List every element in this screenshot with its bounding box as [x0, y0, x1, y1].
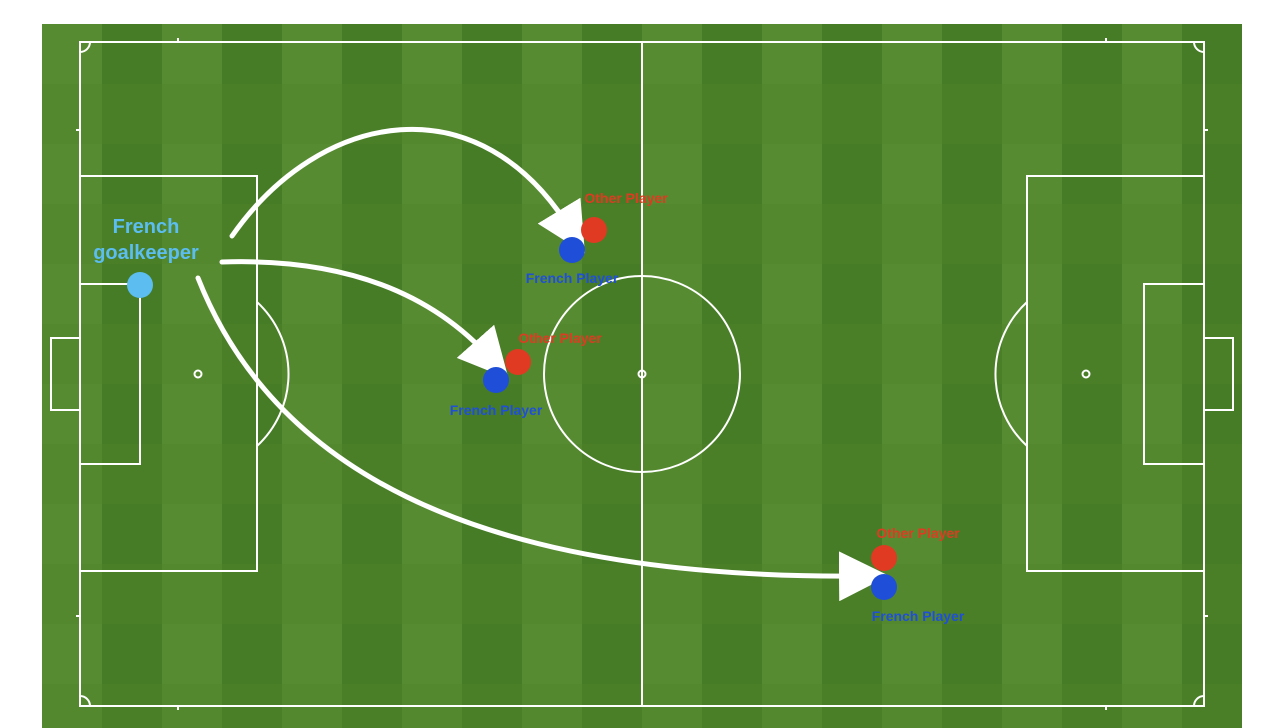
french-player-marker [559, 237, 585, 263]
pass-arrows [195, 126, 889, 602]
pass-arrow-middle [219, 259, 509, 379]
player-group-1: Other Player French Player [526, 190, 668, 286]
right-goal [1203, 337, 1234, 411]
goalkeeper-label-line1: French [113, 216, 180, 238]
player-group-3: Other Player French Player [871, 525, 965, 624]
french-player-marker [871, 574, 897, 600]
other-player-label: Other Player [584, 190, 668, 206]
french-player-label: French Player [872, 608, 965, 624]
center-spot [637, 369, 647, 379]
center-circle [543, 275, 741, 473]
left-penalty-spot [193, 369, 203, 379]
pass-arrow-bottom [195, 275, 889, 602]
right-penalty-arc [994, 301, 1028, 447]
player-group-2: Other Player French Player [450, 330, 602, 418]
corner-arc-top-left [79, 41, 91, 53]
corner-arc-bottom-right [1193, 695, 1205, 707]
pass-arrow-top [229, 126, 585, 254]
other-player-label: Other Player [876, 525, 960, 541]
french-player-marker [483, 367, 509, 393]
corner-arc-top-right [1193, 41, 1205, 53]
other-player-marker [871, 545, 897, 571]
french-player-label: French Player [526, 270, 619, 286]
goalkeeper-marker [127, 272, 153, 298]
pitch-markings [50, 38, 1234, 710]
left-penalty-arc [256, 301, 290, 447]
other-player-label: Other Player [518, 330, 602, 346]
french-player-label: French Player [450, 402, 543, 418]
left-goal [50, 337, 81, 411]
other-player-marker [581, 217, 607, 243]
spots [193, 369, 1091, 379]
right-penalty-spot [1081, 369, 1091, 379]
other-player-marker [505, 349, 531, 375]
corner-arc-bottom-left [79, 695, 91, 707]
goalkeeper-label-line2: goalkeeper [93, 242, 199, 264]
